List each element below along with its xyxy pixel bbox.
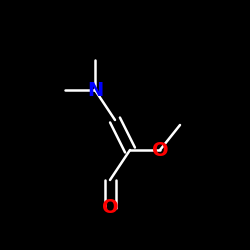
Text: N: N xyxy=(87,80,103,100)
Text: O: O xyxy=(152,140,168,160)
Text: O: O xyxy=(102,198,118,217)
